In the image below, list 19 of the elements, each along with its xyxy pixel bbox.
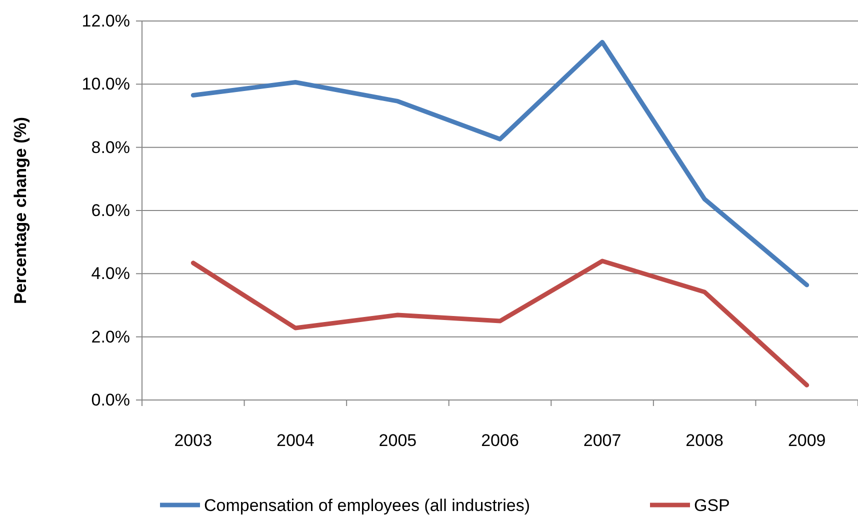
- x-tick-label: 2009: [788, 431, 826, 450]
- y-tick-label: 8.0%: [91, 138, 130, 157]
- x-tick-label: 2005: [378, 431, 417, 450]
- line-series: [190, 258, 810, 388]
- x-tick-label: 2008: [686, 431, 724, 450]
- legend-label: Compensation of employees (all industries): [204, 496, 530, 515]
- y-tick-label: 0.0%: [91, 390, 130, 410]
- x-tick-label: 2007: [583, 431, 622, 450]
- y-tick-label: 4.0%: [91, 264, 130, 284]
- y-tick-label: 6.0%: [91, 200, 130, 220]
- y-tick-label: 2.0%: [91, 327, 130, 346]
- legend-label: GSP: [694, 496, 730, 515]
- x-tick-label: 2003: [174, 431, 212, 450]
- x-tick-label: 2006: [481, 431, 519, 450]
- line-series: [190, 40, 810, 288]
- y-axis-title: Percentage change (%): [11, 116, 30, 304]
- y-tick-label: 12.0%: [82, 11, 130, 30]
- x-tick-label: 2004: [276, 431, 314, 450]
- y-tick-label: 10.0%: [82, 74, 130, 94]
